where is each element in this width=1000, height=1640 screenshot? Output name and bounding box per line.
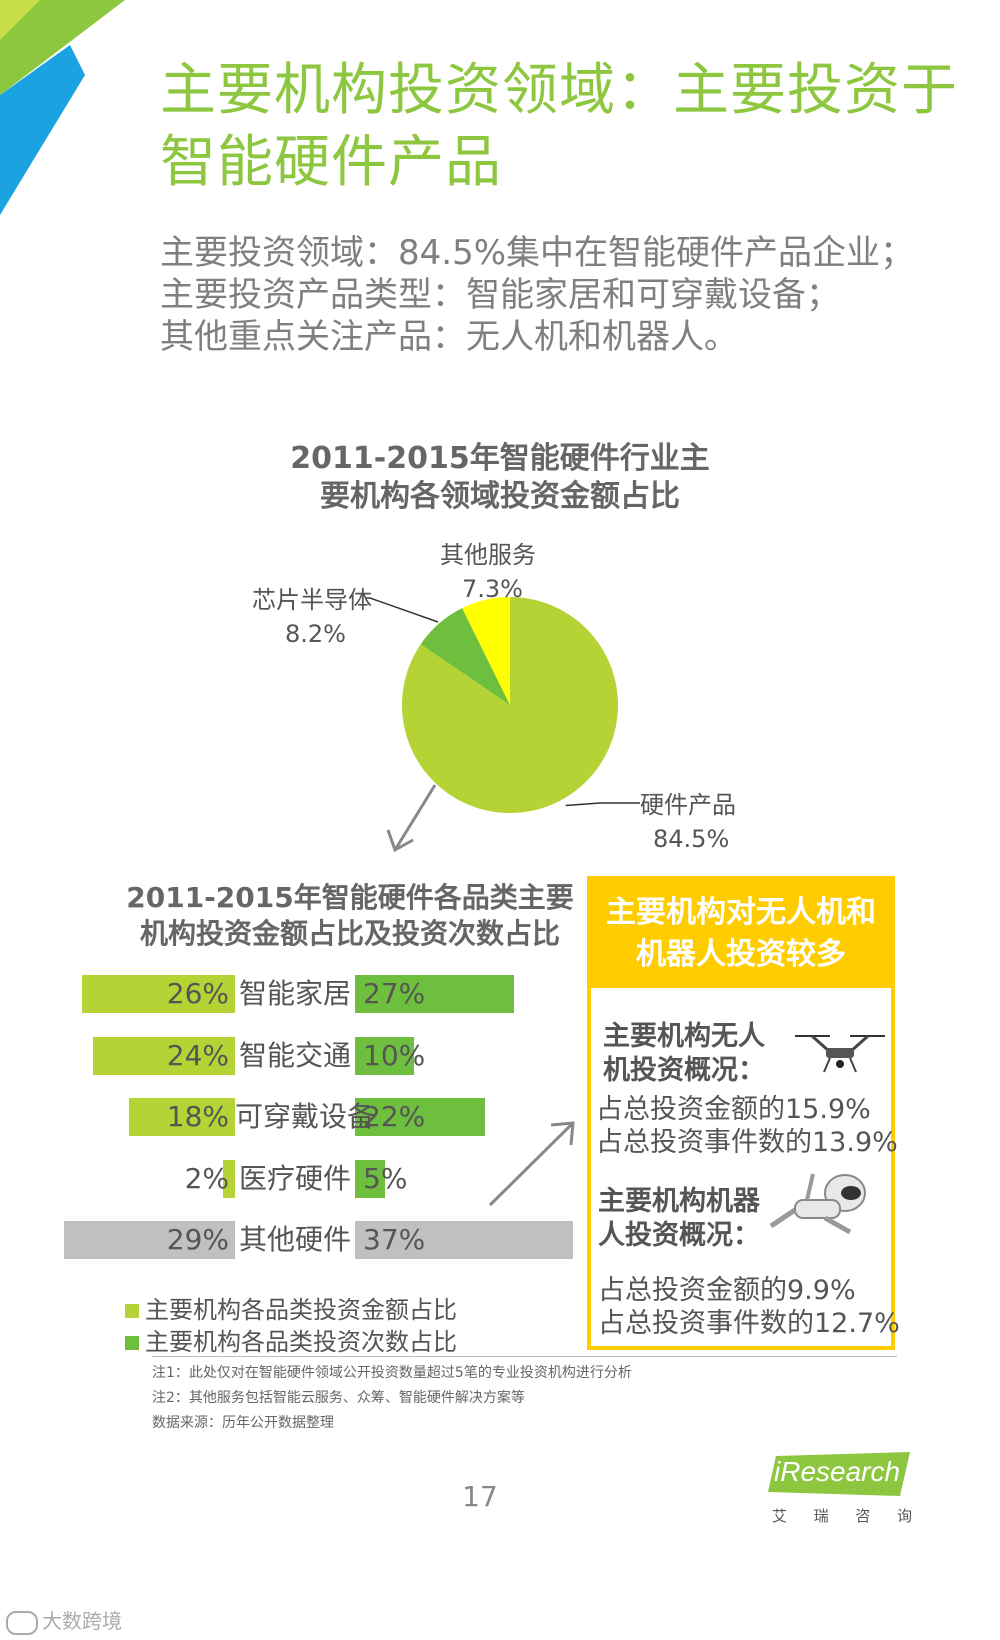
bar-title-line-1: 2011-2015年智能硬件各品类主要 (126, 881, 574, 914)
legend-text-amount: 主要机构各品类投资金额占比 (145, 1296, 457, 1324)
data-source: 数据来源：历年公开数据整理 (152, 1415, 334, 1431)
legend-amount: 主要机构各品类投资金额占比 (125, 1290, 457, 1325)
robot-heading: 主要机构机器 人投资概况： (598, 1185, 760, 1253)
bar-chart-title: 2011-2015年智能硬件各品类主要 机构投资金额占比及投资次数占比 (90, 880, 610, 952)
page-number: 17 (462, 1480, 498, 1513)
drone-heading-line-2: 机投资概况： (603, 1055, 765, 1086)
pie-value-chip: 8.2% (285, 620, 346, 648)
notes-divider (152, 1356, 897, 1357)
arrow-down-icon (386, 784, 437, 853)
corner-decoration (0, 0, 125, 215)
box-header: 主要机构对无人机和 机器人投资较多 (591, 880, 891, 988)
bar-label-amount: 26% (166, 977, 229, 1010)
bar-count (355, 1159, 385, 1198)
pie-value-hardware: 84.5% (653, 825, 730, 853)
bar-amount (93, 1036, 235, 1075)
bar-amount (128, 1098, 235, 1136)
robot-heading-line-2: 人投资概况： (598, 1220, 760, 1251)
drone-line-1: 占总投资金额的15.9% (596, 1094, 871, 1125)
bar-label-count: 27% (363, 977, 426, 1010)
subtitle-line-2: 主要投资产品类型：智能家居和可穿戴设备； (160, 275, 840, 315)
bar-label-amount: 29% (166, 1223, 229, 1256)
pie-value-other-services: 7.3% (462, 575, 523, 603)
bar-category-label: 医疗硬件 (238, 1161, 351, 1195)
robot-line-2: 占总投资事件数的12.7% (598, 1308, 900, 1339)
legend-text-count: 主要机构各品类投资次数占比 (145, 1328, 457, 1356)
bar-category-label: 可穿戴设备 (235, 1100, 376, 1133)
watermark-text: 大数跨境 (42, 1609, 122, 1633)
bar-label-amount: 18% (166, 1100, 229, 1133)
bar-label-amount: 24% (166, 1038, 229, 1072)
brand-char-3: 咨 (855, 1507, 871, 1525)
pie-title-line-1: 2011-2015年智能硬件行业主 (290, 441, 710, 476)
bar-category-label: 智能家居 (238, 977, 351, 1010)
pie-slice-chip (420, 608, 510, 705)
logo-shape (768, 1452, 910, 1496)
subtitle-line-3: 其他重点关注产品：无人机和机器人。 (160, 317, 738, 357)
bar-label-count: 22% (363, 1100, 426, 1133)
bar-amount (81, 975, 235, 1013)
leader-line-hardware (565, 802, 640, 807)
bar-count (355, 1098, 485, 1136)
box-header-line-1: 主要机构对无人机和 (606, 895, 876, 930)
bar-label-amount: 2% (184, 1161, 229, 1195)
bar-count (355, 1036, 414, 1075)
drone-line-2: 占总投资事件数的13.9% (596, 1127, 898, 1158)
leader-line-chip (365, 597, 439, 623)
brand-char-2: 瑞 (813, 1507, 829, 1525)
iresearch-logo: iResearch (768, 1452, 910, 1496)
pie-slice-hardware (402, 597, 619, 813)
robot-line-1: 占总投资金额的9.9% (598, 1275, 856, 1306)
bar-category-label: 其他硬件 (238, 1223, 351, 1256)
drone-heading: 主要机构无人 机投资概况： (603, 1020, 765, 1088)
drone-icon (795, 1034, 885, 1073)
bar-count (355, 1221, 574, 1259)
bar-category-label: 智能交通 (238, 1038, 351, 1072)
pie-chart (365, 597, 640, 813)
bar-label-count: 10% (363, 1038, 426, 1072)
pie-label-hardware: 硬件产品 (640, 791, 736, 819)
watermark: 大数跨境 (6, 1605, 122, 1635)
robot-heading-line-1: 主要机构机器 (598, 1186, 760, 1217)
legend-count: 主要机构各品类投资次数占比 (125, 1322, 457, 1357)
brand-chinese: 艾 瑞 咨 询 (772, 1505, 912, 1526)
logo-text: iResearch (774, 1456, 901, 1487)
robot-icon (769, 1173, 866, 1235)
subtitle-line-1: 主要投资领域：84.5%集中在智能硬件产品企业； (160, 233, 915, 273)
bar-label-count: 5% (363, 1161, 408, 1195)
legend-swatch-count (125, 1336, 139, 1350)
pie-label-chip: 芯片半导体 (252, 586, 372, 614)
bar-title-line-2: 机构投资金额占比及投资次数占比 (139, 917, 560, 950)
arrow-up-icon (488, 1121, 575, 1207)
pie-chart-title: 2011-2015年智能硬件行业主 要机构各领域投资金额占比 (250, 440, 750, 516)
bar-count (355, 975, 515, 1013)
pie-label-other-services: 其他服务 (440, 541, 536, 569)
note-2: 注2：其他服务包括智能云服务、众筹、智能硬件解决方案等 (152, 1390, 525, 1406)
pie-title-line-2: 要机构各领域投资金额占比 (320, 479, 680, 514)
box-header-line-2: 机器人投资较多 (636, 937, 846, 972)
pie-slice-other-services (462, 597, 510, 705)
bar-chart: 26% 智能家居 27% 24% 智能交通 10% 18% 可穿戴设备 22% 2% 医疗硬件 5% 2… (0, 975, 600, 1275)
brand-char-1: 艾 (772, 1507, 788, 1525)
watermark-icon (6, 1610, 38, 1635)
highlight-box: 主要机构对无人机和 机器人投资较多 (587, 876, 895, 1350)
note-1: 注1：此处仅对在智能硬件领域公开投资数量超过5笔的专业投资机构进行分析 (152, 1365, 632, 1381)
bar-label-count: 37% (363, 1223, 426, 1256)
brand-char-4: 询 (896, 1507, 912, 1525)
legend-swatch-amount (125, 1304, 139, 1318)
bar-amount (223, 1159, 235, 1198)
bar-amount (63, 1221, 235, 1259)
drone-heading-line-1: 主要机构无人 (603, 1021, 765, 1052)
page-title: 主要机构投资领域：主要投资于智能硬件产品 (160, 58, 958, 195)
